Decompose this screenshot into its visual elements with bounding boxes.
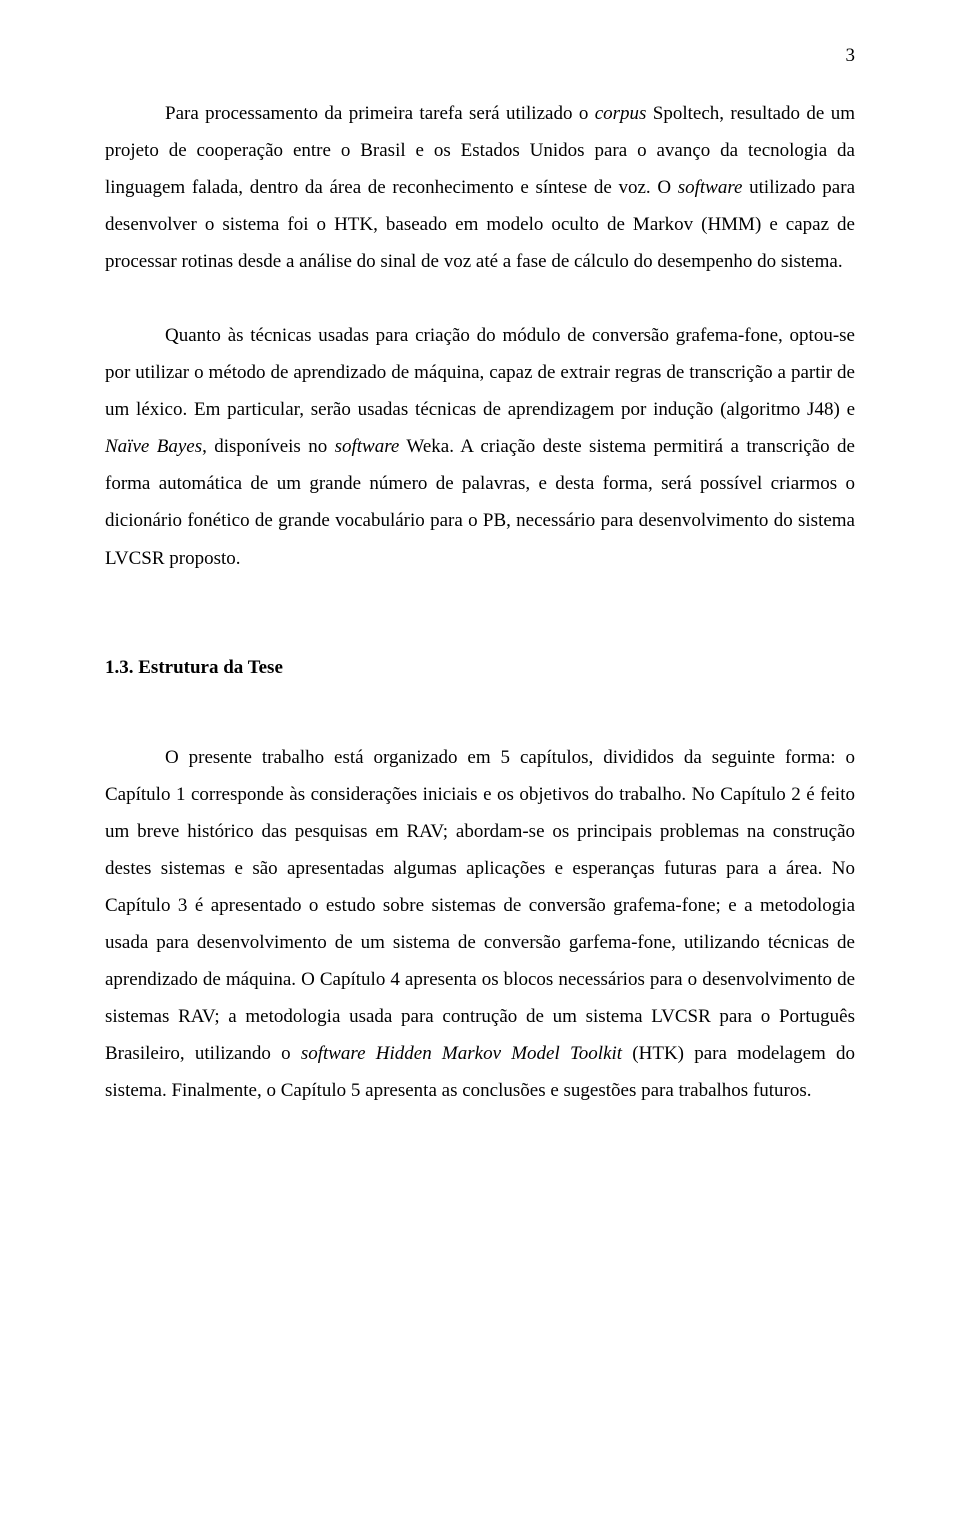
paragraph-2: Quanto às técnicas usadas para criação d… [105,317,855,576]
document-content: Para processamento da primeira tarefa se… [105,95,855,1109]
paragraph-1: Para processamento da primeira tarefa se… [105,95,855,280]
page-number: 3 [846,45,856,67]
paragraph-3: O presente trabalho está organizado em 5… [105,739,855,1109]
section-heading: 1.3. Estrutura da Tese [105,657,855,679]
